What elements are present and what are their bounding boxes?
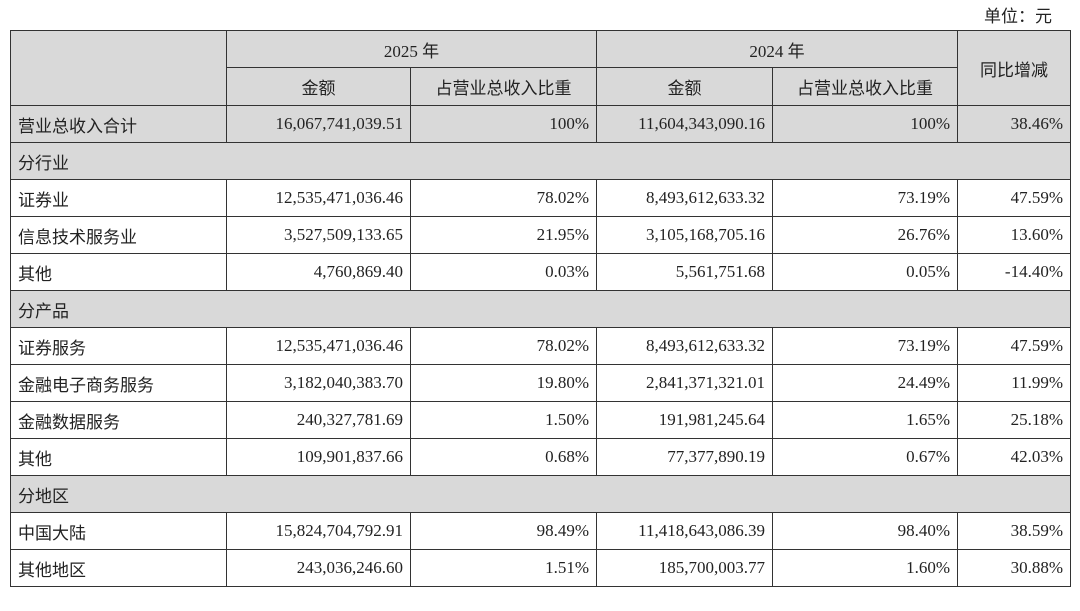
revenue-table: 2025 年 2024 年 同比增减 金额 占营业总收入比重 金额 占营业总收入…: [10, 30, 1071, 587]
cell-value: 21.95%: [410, 216, 597, 254]
cell-value: 109,901,837.66: [226, 438, 411, 476]
cell-value: 77,377,890.19: [596, 438, 773, 476]
cell-value: 243,036,246.60: [226, 549, 411, 587]
table-body: 营业总收入合计 16,067,741,039.51 100% 11,604,343,0…: [10, 105, 1071, 587]
cell-value: 8,493,612,633.32: [596, 179, 773, 217]
cell-value: 3,527,509,133.65: [226, 216, 411, 254]
cell-value: 24.49%: [772, 364, 958, 402]
cell-value: 47.59%: [957, 179, 1071, 217]
cell-value: 100%: [410, 105, 597, 143]
row-label: 中国大陆: [10, 512, 227, 550]
col-header: 占营业总收入比重: [410, 67, 597, 106]
cell-value: 78.02%: [410, 179, 597, 217]
cell-value: 185,700,003.77: [596, 549, 773, 587]
cell-value: 1.51%: [410, 549, 597, 587]
cell-value: 38.46%: [957, 105, 1071, 143]
cell-value: 11,604,343,090.16: [596, 105, 773, 143]
table-row: 其他 4,760,869.40 0.03% 5,561,751.68 0.05% -14.…: [10, 253, 1071, 291]
col-header: 占营业总收入比重: [772, 67, 958, 106]
cell-value: 5,561,751.68: [596, 253, 773, 291]
col-header: 金额: [596, 67, 773, 106]
row-label: 证券服务: [10, 327, 227, 365]
cell-value: 30.88%: [957, 549, 1071, 587]
cell-value: 0.67%: [772, 438, 958, 476]
cell-value: 11.99%: [957, 364, 1071, 402]
table-row: 营业总收入合计 16,067,741,039.51 100% 11,604,343,0…: [10, 105, 1071, 143]
cell-value: 2,841,371,321.01: [596, 364, 773, 402]
row-label: 金融电子商务服务: [10, 364, 227, 402]
cell-value: 0.68%: [410, 438, 597, 476]
cell-value: 42.03%: [957, 438, 1071, 476]
cell-value: 4,760,869.40: [226, 253, 411, 291]
table-row: 金融数据服务 240,327,781.69 1.50% 191,981,245.64 1…: [10, 401, 1071, 439]
cell-value: -14.40%: [957, 253, 1071, 291]
cell-value: 191,981,245.64: [596, 401, 773, 439]
row-label: 证券业: [10, 179, 227, 217]
cell-value: 78.02%: [410, 327, 597, 365]
cell-value: 100%: [772, 105, 958, 143]
table-row: 中国大陆 15,824,704,792.91 98.49% 11,418,643,08…: [10, 512, 1071, 550]
table-row: 证券服务 12,535,471,036.46 78.02% 8,493,612,633…: [10, 327, 1071, 365]
table-row: 金融电子商务服务 3,182,040,383.70 19.80% 2,841,371,…: [10, 364, 1071, 402]
cell-value: 38.59%: [957, 512, 1071, 550]
cell-value: 3,105,168,705.16: [596, 216, 773, 254]
cell-value: 8,493,612,633.32: [596, 327, 773, 365]
cell-value: 25.18%: [957, 401, 1071, 439]
col-header: 金额: [226, 67, 411, 106]
cell-value: 11,418,643,086.39: [596, 512, 773, 550]
cell-value: 1.60%: [772, 549, 958, 587]
section-row: 分行业: [10, 142, 1071, 180]
corner-cell: [10, 30, 227, 106]
section-title: 分行业: [10, 142, 1071, 180]
cell-value: 73.19%: [772, 179, 958, 217]
section-title: 分产品: [10, 290, 1071, 328]
cell-value: 240,327,781.69: [226, 401, 411, 439]
cell-value: 15,824,704,792.91: [226, 512, 411, 550]
table-row: 其他 109,901,837.66 0.68% 77,377,890.19 0.67% 4…: [10, 438, 1071, 476]
section-title: 分地区: [10, 475, 1071, 513]
unit-label: 单位：元: [984, 7, 1052, 26]
year-header: 2025 年: [226, 30, 597, 68]
cell-value: 73.19%: [772, 327, 958, 365]
year-header: 2024 年: [596, 30, 958, 68]
cell-value: 3,182,040,383.70: [226, 364, 411, 402]
cell-value: 26.76%: [772, 216, 958, 254]
row-label: 信息技术服务业: [10, 216, 227, 254]
table-row: 信息技术服务业 3,527,509,133.65 21.95% 3,105,168,7…: [10, 216, 1071, 254]
row-label: 其他: [10, 253, 227, 291]
row-label: 金融数据服务: [10, 401, 227, 439]
section-row: 分地区: [10, 475, 1071, 513]
cell-value: 12,535,471,036.46: [226, 327, 411, 365]
cell-value: 0.03%: [410, 253, 597, 291]
cell-value: 19.80%: [410, 364, 597, 402]
cell-value: 47.59%: [957, 327, 1071, 365]
row-label: 营业总收入合计: [10, 105, 227, 143]
cell-value: 16,067,741,039.51: [226, 105, 411, 143]
row-label: 其他地区: [10, 549, 227, 587]
row-label: 其他: [10, 438, 227, 476]
cell-value: 98.40%: [772, 512, 958, 550]
section-row: 分产品: [10, 290, 1071, 328]
cell-value: 1.65%: [772, 401, 958, 439]
cell-value: 13.60%: [957, 216, 1071, 254]
table-row: 其他地区 243,036,246.60 1.51% 185,700,003.77 1.6…: [10, 549, 1071, 587]
cell-value: 0.05%: [772, 253, 958, 291]
cell-value: 98.49%: [410, 512, 597, 550]
cell-value: 1.50%: [410, 401, 597, 439]
cell-value: 12,535,471,036.46: [226, 179, 411, 217]
table-row: 证券业 12,535,471,036.46 78.02% 8,493,612,633.…: [10, 179, 1071, 217]
yoy-header: 同比增减: [957, 30, 1071, 106]
